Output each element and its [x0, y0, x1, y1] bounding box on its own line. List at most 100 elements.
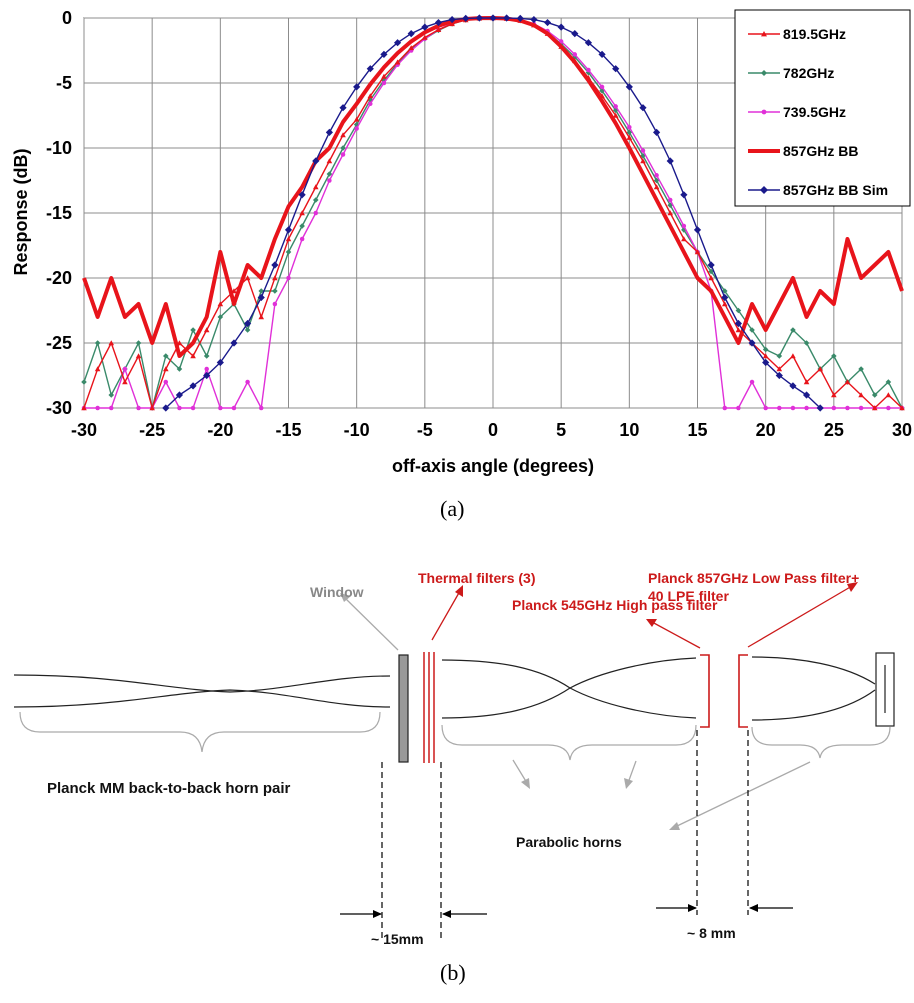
data-point	[667, 210, 674, 216]
data-point	[285, 249, 292, 255]
data-point	[749, 327, 755, 333]
horn-pair-lower-profile	[13, 689, 391, 708]
data-point	[422, 34, 428, 40]
data-point	[163, 366, 169, 372]
data-point	[736, 405, 741, 411]
legend-label: 819.5GHz	[783, 26, 846, 42]
data-point	[136, 405, 141, 411]
data-point	[831, 392, 837, 398]
parabolic-horns-label: Parabolic horns	[516, 834, 622, 850]
data-point	[790, 353, 796, 359]
data-point	[748, 339, 756, 347]
data-point	[203, 327, 210, 333]
data-point	[216, 358, 224, 367]
data-point	[284, 226, 293, 234]
series-857ghz-bb-sim	[162, 14, 824, 412]
data-point	[340, 132, 346, 138]
x-tick-label: -20	[207, 420, 233, 440]
data-point	[680, 191, 688, 199]
data-point	[163, 379, 169, 385]
data-point	[94, 366, 101, 372]
data-point	[449, 21, 455, 27]
data-point	[175, 391, 184, 399]
data-point	[257, 293, 265, 302]
data-point	[776, 366, 783, 372]
data-point	[258, 314, 265, 320]
data-point	[885, 392, 892, 398]
data-point	[516, 14, 524, 22]
x-tick-label: 15	[687, 420, 707, 440]
legend-label: 739.5GHz	[783, 104, 846, 120]
caption-b: (b)	[440, 960, 466, 985]
data-point	[572, 52, 578, 57]
data-point	[612, 112, 619, 118]
x-tick-label: 20	[756, 420, 776, 440]
data-point	[244, 319, 252, 328]
data-point	[299, 236, 305, 242]
x-axis-label: off-axis angle (degrees)	[392, 456, 594, 476]
data-point	[653, 184, 660, 190]
data-point	[667, 197, 673, 203]
x-tick-labels: -30 -25 -20 -15 -10 -5 0 5 10 15 20 25 30	[71, 420, 912, 440]
data-point	[258, 405, 264, 411]
data-point	[775, 371, 783, 380]
low-pass-filter-label-line1: Planck 857GHz Low Pass filter+	[648, 570, 859, 586]
data-point	[286, 275, 291, 281]
data-point	[761, 70, 767, 76]
data-point	[844, 379, 851, 385]
detector-horn-brace	[751, 726, 891, 759]
legend-label: 857GHz BB	[783, 143, 858, 159]
gap-15mm-label: ~ 15mm	[371, 931, 424, 947]
data-point	[557, 23, 565, 31]
data-point	[353, 83, 361, 91]
data-point	[777, 405, 782, 411]
y-tick-label: -15	[46, 203, 72, 223]
x-tick-label: 30	[892, 420, 912, 440]
y-tick-labels: 0 -5 -10 -15 -20 -25 -30	[46, 8, 72, 418]
data-point	[312, 197, 319, 203]
data-point	[135, 353, 142, 359]
data-point	[871, 405, 878, 411]
data-point	[312, 184, 319, 190]
data-point	[368, 101, 373, 107]
horn-diagram	[13, 582, 895, 942]
data-point	[503, 14, 511, 22]
data-point	[735, 327, 742, 333]
data-point	[831, 353, 837, 359]
data-point	[108, 392, 115, 398]
data-point	[163, 353, 169, 359]
detector-horn-lower	[751, 689, 876, 721]
data-point	[626, 129, 633, 136]
data-point	[203, 371, 211, 380]
x-tick-label: -15	[275, 420, 301, 440]
data-point	[312, 157, 320, 165]
data-point	[421, 23, 429, 31]
data-point	[817, 366, 823, 372]
data-point	[177, 405, 182, 411]
data-point	[218, 405, 223, 411]
data-point	[325, 128, 333, 136]
data-point	[543, 18, 552, 27]
data-point	[653, 128, 661, 136]
y-tick-label: -10	[46, 138, 72, 158]
response-chart: -30 -25 -20 -15 -10 -5 0 5 10 15 20 25 30 0-5-10-15-…	[11, 8, 912, 476]
data-point	[640, 153, 646, 159]
legend-entry: 857GHz BB	[748, 143, 858, 159]
series-layer	[81, 14, 905, 412]
data-point	[790, 405, 796, 411]
y-tick-label: 0	[62, 8, 72, 28]
data-point	[789, 382, 797, 390]
data-point	[190, 327, 196, 333]
x-tick-label: 5	[556, 420, 566, 440]
data-point	[231, 405, 237, 411]
data-point	[354, 126, 359, 131]
data-point	[708, 275, 714, 281]
data-point	[381, 73, 387, 79]
data-point	[599, 88, 605, 94]
data-point	[95, 405, 100, 411]
data-point	[886, 405, 891, 411]
data-point	[760, 186, 768, 194]
data-point	[627, 124, 632, 130]
legend-entry: 857GHz BB Sim	[748, 182, 888, 198]
